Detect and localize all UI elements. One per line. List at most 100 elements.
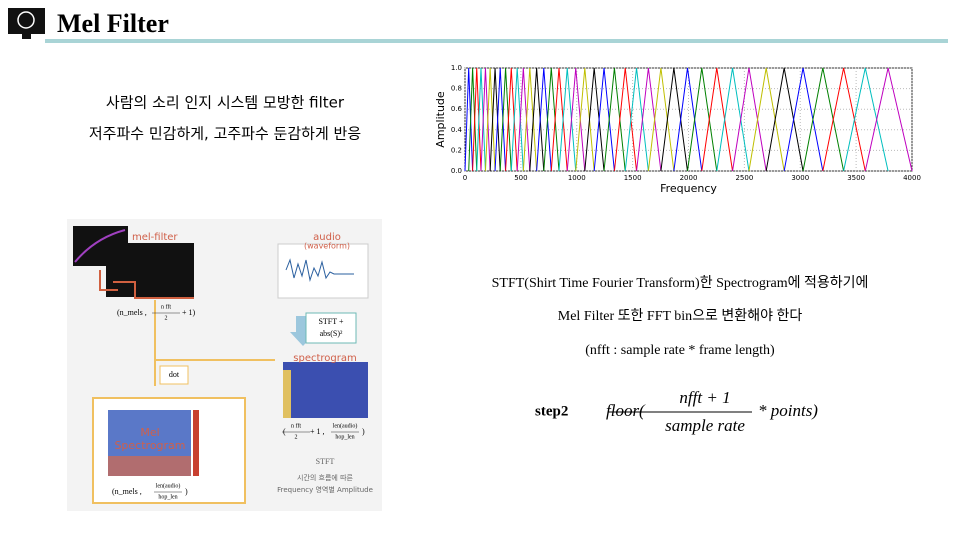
filter-triangle [613,67,638,172]
waveform [285,258,354,282]
shape-text: n fft [161,303,171,310]
y-tick-label: 0.6 [451,105,463,113]
y-tick-label: 0.4 [451,126,463,134]
filter-triangle [505,67,518,172]
filter-triangle [584,67,605,172]
formula-text: * points) [758,401,818,420]
filter-triangle [843,67,889,172]
filter-triangle [686,67,718,172]
waveform-img [277,243,369,299]
y-tick-label: 0.8 [451,85,462,93]
filter-triangle [636,67,662,172]
filter-triangle [673,67,703,172]
body-line: STFT(Shirt Time Fourier Transform)한 Spec… [492,275,869,291]
shape-text: + 1) [182,308,196,317]
filter-triangle [647,67,675,172]
dot-box [159,365,189,385]
shape-text: n fft [291,422,301,429]
filter-triangle [566,67,586,172]
filter-triangle [489,67,501,172]
shape-text: 2 [295,434,298,440]
filter-triangle [464,67,474,172]
filter-triangle [543,67,560,172]
shape-text: hop_len [335,434,354,440]
filter-triangle [494,67,507,172]
filter-triangle [575,67,595,172]
diagram-label: mel-filter [132,232,178,243]
filter-triangle [468,67,478,172]
mel-filter-img [106,243,194,297]
shape-text: ( [283,427,286,436]
filter-curve [74,229,126,263]
filter-triangle [476,67,486,172]
arrow [154,300,275,386]
shape-text: ) [362,427,365,436]
shape-text: 2 [165,315,168,321]
shape-text: hop_len [158,494,177,500]
spectrogram-img [283,362,368,418]
op-text: abs(S)² [320,329,343,338]
filter-triangle [603,67,626,172]
arrow [99,270,194,299]
filter-triangle [516,67,531,172]
y-tick-label: 0.2 [451,146,462,154]
mel-band [108,456,191,476]
formula-text: nfft + 1 [679,388,730,407]
op-text: STFT + [318,317,344,326]
step-label: step2 [535,403,568,419]
caption: 시간의 흐름에 따른 [297,473,354,482]
filter-triangle [480,67,491,172]
x-tick-label: 0 [463,174,467,182]
filter-triangle [783,67,824,172]
x-tick-label: 4000 [903,174,921,182]
slide-title: Mel Filter [57,9,169,38]
shape-text: ) [185,487,188,496]
y-tick-label: 0.0 [451,167,462,175]
filter-triangle [472,67,482,172]
shape-text: len(audio) [333,422,358,429]
filter-triangle [822,67,866,172]
filter-triangle [716,67,750,172]
filter-triangle [748,67,785,172]
spectrogram-band [283,370,291,418]
shape-text: (n_mels , [112,487,142,496]
filter-triangle [802,67,845,172]
diagram-label: audio [313,232,341,243]
body-line: Mel Filter 또한 FFT bin으로 변환해야 한다 [558,308,803,324]
y-tick-label: 1.0 [451,64,462,72]
mel-label: Spectrogram [114,439,185,452]
intro-line: 사람의 소리 인지 시스템 모방한 filter [106,94,345,112]
diagram-label: spectrogram [293,353,356,364]
filter-triangle [522,67,538,172]
x-axis-label: Frequency [660,182,717,195]
body-line: (nfft : sample rate * frame length) [585,343,775,358]
diagram-label: (waveform) [304,242,350,251]
shape-text: len(audio) [156,482,181,489]
y-axis-label: Amplitude [434,91,447,148]
caption: Frequency 영역별 Amplitude [277,485,373,494]
x-tick-label: 2500 [735,174,753,182]
colorbar [193,410,199,476]
filter-triangle [864,67,913,172]
logo-icon [8,8,45,39]
filter-triangle [701,67,734,172]
op-box [305,312,357,344]
filter-triangle [660,67,688,172]
x-tick-label: 3000 [791,174,809,182]
filter-triangle [529,67,545,172]
filter-triangle [510,67,524,172]
intro-line: 저주파수 민감하게, 고주파수 둔감하게 반응 [89,125,361,143]
x-tick-label: 500 [514,174,527,182]
x-tick-label: 1500 [624,174,642,182]
x-tick-label: 2000 [680,174,698,182]
filter-triangle [558,67,577,172]
mel-label: Mel [140,426,159,439]
x-tick-label: 1000 [568,174,586,182]
filter-triangle [624,67,649,172]
formula-text: floor( [606,401,646,420]
shape-text: (n_mels , [117,308,147,317]
filter-triangle [732,67,767,172]
filter-triangle [536,67,552,172]
filter-triangle [499,67,512,172]
